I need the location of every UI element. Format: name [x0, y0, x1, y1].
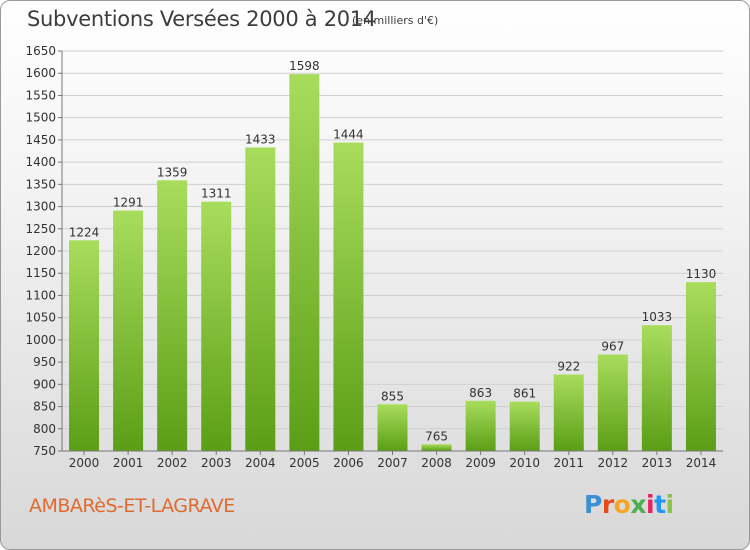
bar-2014 [685, 282, 716, 451]
proxiti-logo: Proxiti [584, 490, 674, 519]
bar-2004 [245, 147, 276, 451]
y-tick-label: 1000 [25, 333, 56, 347]
data-label-2000: 1224 [69, 225, 100, 239]
logo-letter: r [601, 490, 614, 519]
y-tick-label: 1100 [25, 288, 56, 302]
bar-2009 [465, 400, 496, 451]
bar-2001 [113, 210, 144, 451]
bar-2002 [157, 180, 188, 452]
data-label-2001: 1291 [113, 196, 144, 210]
y-tick-label: 1350 [25, 177, 56, 191]
y-tick-label: 800 [33, 422, 56, 436]
x-tick-label-2013: 2013 [642, 456, 673, 470]
x-tick-label-2012: 2012 [598, 456, 629, 470]
data-label-2013: 1033 [642, 310, 673, 324]
y-tick-label: 1300 [25, 200, 56, 214]
x-tick-label-2011: 2011 [553, 456, 584, 470]
bar-2010 [509, 401, 540, 451]
data-label-2005: 1598 [289, 59, 320, 73]
x-tick-label-2005: 2005 [289, 456, 320, 470]
bar-2008 [421, 444, 452, 451]
commune-name: AMBARèS-ET-LAGRAVE [29, 495, 235, 517]
x-tick-label-2009: 2009 [465, 456, 496, 470]
y-tick-label: 1400 [25, 155, 56, 169]
data-label-2008: 765 [425, 429, 448, 443]
y-tick-label: 1150 [25, 266, 56, 280]
data-label-2006: 1444 [333, 128, 364, 142]
logo-letter: x [630, 490, 646, 519]
axes [61, 51, 723, 452]
logo-letter: i [665, 490, 675, 519]
data-label-2004: 1433 [245, 132, 276, 146]
logo-letter: i [646, 490, 655, 519]
data-labels: 1224 1291 1359 1311 1433 1598 1444 855 765 863 861… [69, 59, 716, 443]
y-tick-label: 850 [33, 400, 56, 414]
y-axis-ticks: 750 800 850 900 950 1000 1050 1100 1150 1200 1250 1… [25, 44, 62, 458]
y-tick-label: 950 [33, 355, 56, 369]
data-label-2012: 967 [601, 340, 624, 354]
logo-letter: P [584, 490, 602, 519]
logo-letter: t [654, 490, 666, 519]
data-label-2007: 855 [381, 389, 404, 403]
y-tick-label: 900 [33, 377, 56, 391]
x-tick-label-2004: 2004 [245, 456, 276, 470]
x-tick-label-2000: 2000 [69, 456, 100, 470]
y-tick-label: 1600 [25, 66, 56, 80]
data-label-2011: 922 [557, 360, 580, 374]
y-tick-label: 750 [33, 444, 56, 458]
bar-2007 [377, 404, 408, 451]
y-tick-label: 1200 [25, 244, 56, 258]
data-label-2009: 863 [469, 386, 492, 400]
bar-2006 [333, 142, 364, 452]
x-tick-label-2010: 2010 [509, 456, 540, 470]
x-tick-label-2014: 2014 [686, 456, 717, 470]
bar-2012 [597, 354, 628, 451]
data-label-2014: 1130 [686, 267, 717, 281]
bar-2000 [69, 240, 100, 451]
chart-title: Subventions Versées 2000 à 2014 [27, 7, 376, 31]
bar-2003 [201, 201, 232, 451]
bar-2011 [553, 374, 584, 451]
x-axis-ticks: 2000 2001 2002 2003 2004 2005 2006 2007 2008 2009… [69, 451, 716, 470]
chart-subtitle: (en milliers d'€) [352, 14, 439, 27]
y-tick-label: 1250 [25, 222, 56, 236]
x-tick-label-2001: 2001 [113, 456, 144, 470]
x-tick-label-2003: 2003 [201, 456, 232, 470]
bar-2005 [289, 74, 320, 451]
x-tick-label-2002: 2002 [157, 456, 188, 470]
x-tick-label-2007: 2007 [377, 456, 408, 470]
bar-2013 [641, 325, 672, 451]
data-label-2003: 1311 [201, 187, 232, 201]
y-tick-label: 1550 [25, 88, 56, 102]
x-tick-label-2008: 2008 [421, 456, 452, 470]
y-tick-label: 1050 [25, 311, 56, 325]
data-label-2002: 1359 [157, 165, 188, 179]
y-tick-label: 1450 [25, 133, 56, 147]
logo-letter: o [613, 490, 631, 519]
y-tick-label: 1650 [25, 44, 56, 58]
bars [69, 74, 716, 452]
x-tick-label-2006: 2006 [333, 456, 364, 470]
y-tick-label: 1500 [25, 111, 56, 125]
data-label-2010: 861 [513, 387, 536, 401]
